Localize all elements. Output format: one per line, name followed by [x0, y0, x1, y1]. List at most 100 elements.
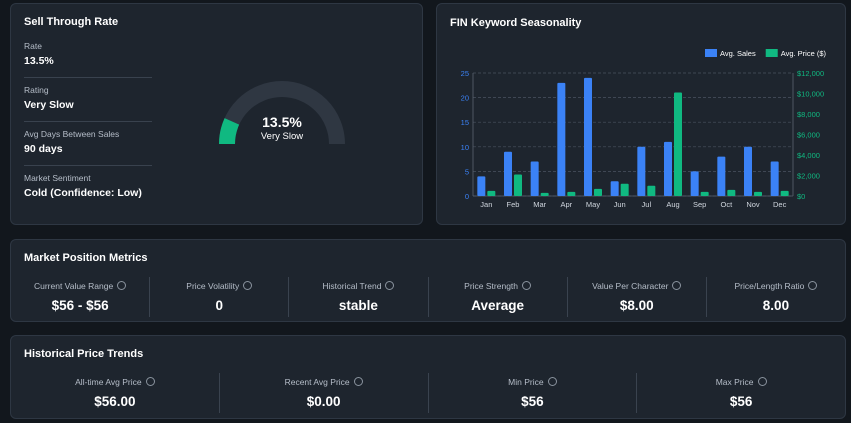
- sell-through-card: Sell Through Rate Rate 13.5% Rating Very Sl…: [10, 3, 423, 225]
- bar: [674, 92, 682, 196]
- bar: [594, 188, 602, 196]
- y-tick-label: 25: [461, 69, 469, 78]
- info-icon: [808, 281, 818, 290]
- x-tick-label: Jun: [614, 200, 626, 209]
- gauge-caption: Very Slow: [261, 131, 303, 142]
- metric: Price Strength Average: [427, 277, 567, 317]
- x-tick-label: Nov: [746, 200, 760, 209]
- gauge-value: 13.5%: [262, 114, 302, 130]
- info-icon: [672, 281, 682, 290]
- gauge: 13.5% Very Slow: [219, 81, 345, 145]
- field: Market Sentiment Cold (Confidence: Low): [24, 173, 152, 199]
- metric-row: All-time Avg Price $56.00 Recent Avg Price…: [11, 373, 845, 413]
- metric-label: All-time Avg Price: [11, 377, 219, 387]
- metric-label-text: Price/Length Ratio: [734, 281, 805, 291]
- metric: Historical Trend stable: [288, 277, 427, 317]
- metric-value: 8.00: [762, 298, 790, 313]
- seasonality-card: FIN Keyword Seasonality 0 5 10 15 20 25 $0 $2,0…: [436, 3, 846, 225]
- bar: [637, 146, 646, 196]
- chart-title: FIN Keyword Seasonality: [450, 17, 582, 29]
- metric-label-text: Max Price: [715, 377, 754, 387]
- metric-label: Price Volatility: [150, 281, 288, 291]
- metric-value: $8.00: [619, 298, 654, 313]
- y2-tick-label: $8,000: [797, 110, 820, 119]
- field-label: Rate: [24, 41, 42, 51]
- metric: Value Per Character $8.00: [566, 277, 706, 317]
- bar: [540, 192, 549, 196]
- field-label: Rating: [24, 85, 49, 95]
- metric-label-text: Historical Trend: [322, 281, 382, 291]
- metric: All-time Avg Price $56.00: [11, 373, 219, 413]
- metric-value: $56 - $56: [51, 298, 109, 313]
- y-tick-label: 0: [465, 192, 469, 201]
- metric-value: Average: [471, 298, 524, 313]
- card-title: Historical Price Trends: [24, 348, 144, 360]
- y-tick-label: 15: [461, 118, 469, 127]
- legend-label: Avg. Sales: [720, 49, 756, 58]
- bar: [647, 185, 656, 196]
- y2-tick-label: $12,000: [797, 69, 824, 78]
- info-icon: [243, 281, 253, 290]
- field: Rating Very Slow: [24, 85, 152, 122]
- chart: FIN Keyword Seasonality 0 5 10 15 20 25 $0 $2,0…: [450, 17, 827, 209]
- x-tick-label: Apr: [560, 200, 572, 209]
- gauge-fill: [219, 118, 240, 145]
- legend-label: Avg. Price ($): [781, 49, 827, 58]
- bar: [487, 190, 496, 196]
- price-trends-card: Historical Price Trends All-time Avg Pri…: [10, 335, 846, 419]
- metric-value: 0: [215, 298, 224, 313]
- bar: [567, 191, 576, 196]
- y-tick-label: 20: [461, 94, 469, 103]
- field: Rate 13.5%: [24, 41, 152, 78]
- legend-swatch: [765, 49, 778, 57]
- field-value: Very Slow: [24, 99, 74, 111]
- bar: [610, 181, 619, 196]
- metric-label-text: Min Price: [508, 377, 544, 387]
- market-position-card: Market Position Metrics Current Value Ra…: [10, 239, 846, 322]
- metric-value: $0.00: [306, 394, 341, 409]
- info-icon: [547, 377, 557, 386]
- metric-label-text: Current Value Range: [33, 281, 114, 291]
- metric-label: Recent Avg Price: [220, 377, 428, 387]
- y-tick-label: 5: [465, 167, 469, 176]
- bar: [690, 171, 699, 196]
- x-tick-label: Jul: [642, 200, 652, 209]
- bar: [620, 183, 629, 196]
- metric-label-text: Value Per Character: [592, 281, 669, 291]
- bar: [717, 156, 726, 196]
- info-icon: [353, 377, 363, 386]
- bar: [584, 77, 592, 196]
- bar: [504, 151, 512, 196]
- metric-label: Min Price: [429, 377, 637, 387]
- bar: [754, 191, 762, 196]
- bar: [477, 176, 486, 196]
- bar: [770, 161, 779, 196]
- metric-label: Price Strength: [429, 281, 567, 291]
- bar: [727, 189, 736, 196]
- metric-value: $56.00: [94, 394, 136, 409]
- metric: Recent Avg Price $0.00: [218, 373, 428, 413]
- y2-tick-label: $6,000: [797, 131, 820, 140]
- x-tick-label: Oct: [720, 200, 733, 209]
- bar: [514, 174, 522, 196]
- x-tick-label: Sep: [693, 200, 706, 209]
- info-icon: [385, 281, 395, 290]
- bar: [780, 190, 789, 196]
- gauge-track: [219, 81, 345, 145]
- metric-value: stable: [338, 298, 378, 313]
- info-icon: [117, 281, 127, 290]
- field-value: Cold (Confidence: Low): [24, 187, 142, 199]
- metric: Max Price $56: [636, 373, 845, 413]
- info-icon: [757, 377, 767, 386]
- bar: [557, 82, 566, 196]
- field: Avg Days Between Sales 90 days: [24, 129, 152, 166]
- x-tick-label: Aug: [666, 200, 679, 209]
- info-icon: [145, 377, 155, 386]
- metric-label: Current Value Range: [11, 281, 149, 291]
- x-tick-label: Mar: [533, 200, 546, 209]
- info-icon: [522, 281, 532, 290]
- metric-value: $56: [729, 394, 753, 409]
- metric-value: $56: [521, 394, 544, 409]
- bar: [700, 191, 709, 196]
- metric-label-text: All-time Avg Price: [75, 377, 142, 387]
